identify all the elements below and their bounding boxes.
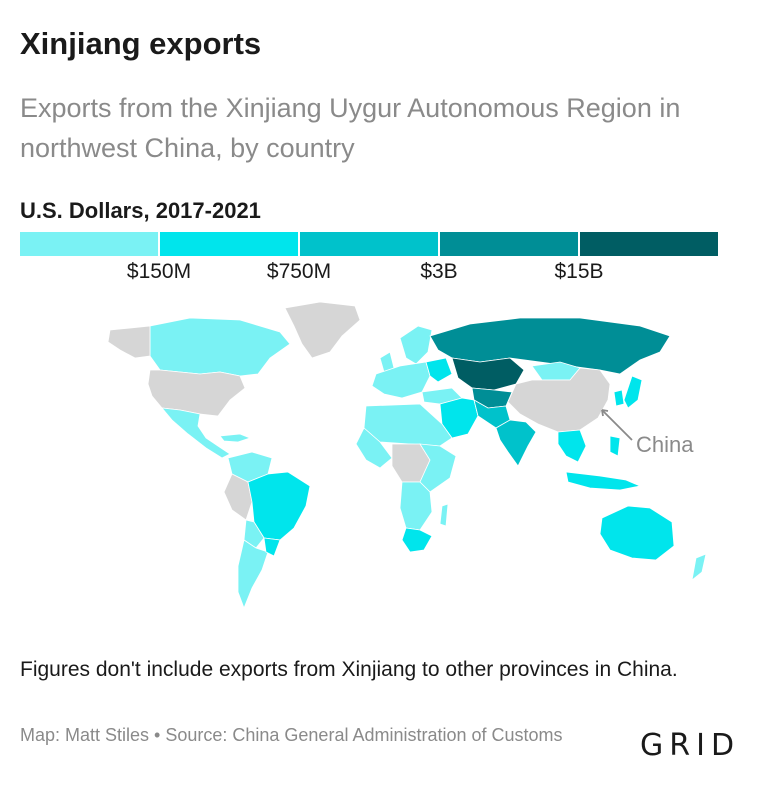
legend-tick-150m: $150M [126,260,192,283]
legend-tick-15b: $15B [554,260,604,283]
footnote: Figures don't include exports from Xinji… [20,658,678,681]
madagascar [439,503,449,527]
united-states [147,369,246,417]
philippines [609,435,621,457]
legend-bin-5 [578,232,718,256]
west-africa [355,427,393,469]
legend-bin-2 [158,232,298,256]
europe [371,361,431,399]
caribbean [219,433,252,443]
uruguay [263,537,281,557]
brazil [247,471,311,541]
mexico [161,407,231,459]
greenland [284,301,361,359]
bolivia-paraguay [243,519,265,549]
south-africa [401,527,433,553]
argentina-chile [237,539,269,610]
korea [613,389,625,407]
world-choropleth-map: China [107,301,707,610]
east-africa [419,443,457,493]
china-annotation-arrowhead [601,409,609,417]
legend-title: U.S. Dollars, 2017-2021 [20,198,261,223]
new-zealand [691,553,707,581]
legend-bin-4 [438,232,578,256]
chart-subtitle: Exports from the Xinjiang Uygur Autonomo… [20,93,681,163]
grid-logo: GRID [640,728,741,763]
china [507,367,611,433]
china-annotation-arrow [601,409,633,441]
canada [149,317,291,377]
alaska [107,325,151,359]
southeast-asia [557,429,587,463]
china-label: China [636,432,694,457]
chart-title: Xinjiang exports [20,26,262,61]
legend-bin-3 [298,232,438,256]
indonesia [565,471,642,491]
legend-tick-3b: $3B [420,260,458,283]
japan [623,375,643,409]
kazakhstan [451,357,525,391]
color-scale-legend [20,232,718,256]
scandinavia [399,325,433,365]
source-credit: Map: Matt Stiles • Source: China General… [20,725,563,745]
legend-bin-1 [20,232,158,256]
australia [599,505,675,561]
legend-tick-750m: $750M [266,260,332,283]
ukraine-belarus [425,357,453,383]
india [495,419,537,467]
southern-africa [399,481,433,531]
